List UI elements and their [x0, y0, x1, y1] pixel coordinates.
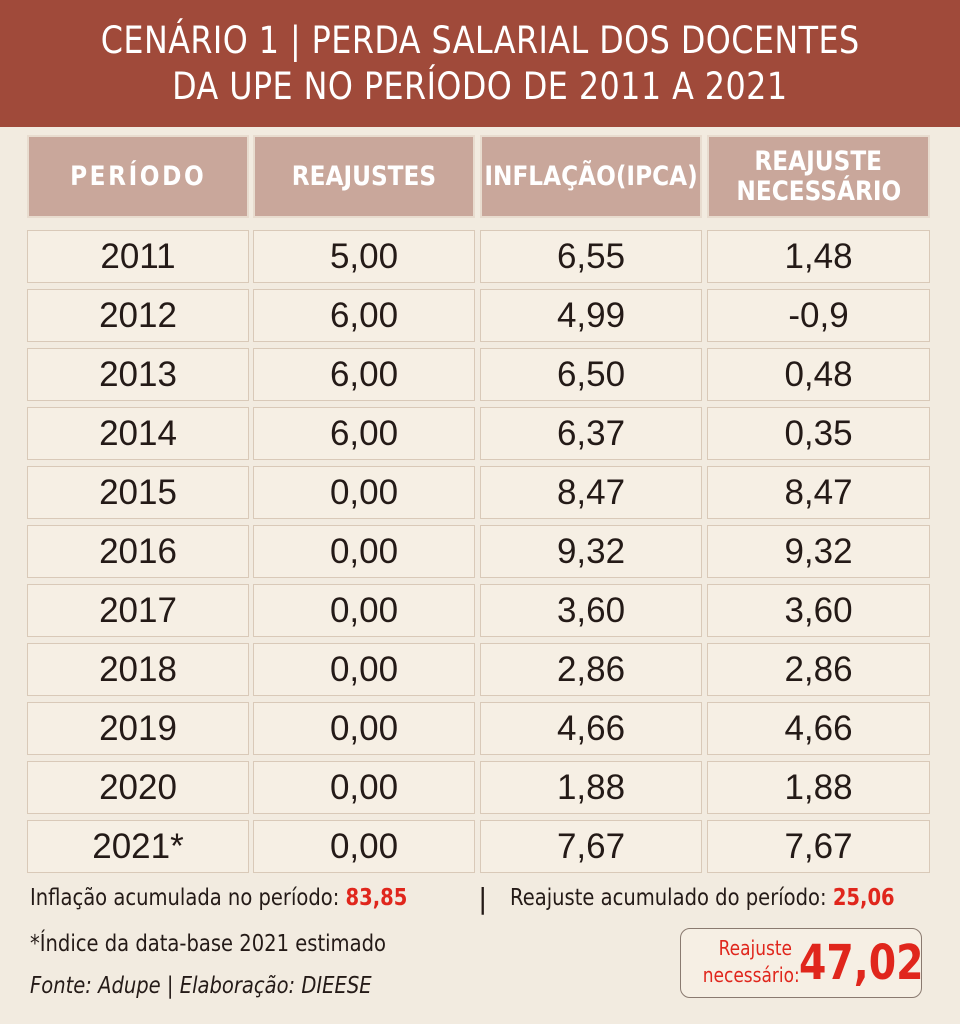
inflation-value: 83,85 — [345, 885, 408, 911]
cell-reajuste-necessario: 7,67 — [707, 820, 930, 873]
cell-periodo: 2015 — [27, 466, 249, 519]
summary-separator: | — [478, 882, 488, 915]
cell-reajuste-necessario: 2,86 — [707, 643, 930, 696]
cell-reajustes: 0,00 — [253, 820, 475, 873]
cell-reajustes: 0,00 — [253, 584, 475, 637]
cell-reajuste-necessario: 4,66 — [707, 702, 930, 755]
cell-reajustes: 0,00 — [253, 643, 475, 696]
cell-reajustes: 0,00 — [253, 761, 475, 814]
footnote: *Índice da data-base 2021 estimado — [30, 931, 386, 957]
cell-inflacao: 8,47 — [480, 466, 702, 519]
cell-reajustes: 0,00 — [253, 702, 475, 755]
cell-reajustes: 5,00 — [253, 230, 475, 283]
cell-reajuste-necessario: 0,48 — [707, 348, 930, 401]
cell-reajuste-necessario: 8,47 — [707, 466, 930, 519]
needed-adjustment-box: Reajuste necessário: 47,02 — [680, 928, 924, 998]
cell-inflacao: 9,32 — [480, 525, 702, 578]
cell-periodo: 2021* — [27, 820, 249, 873]
inflation-label: Inflação acumulada no período: — [30, 885, 340, 911]
title-banner: CENÁRIO 1 | PERDA SALARIAL DOS DOCENTES … — [0, 0, 960, 127]
cell-reajustes: 6,00 — [253, 407, 475, 460]
cell-inflacao: 6,55 — [480, 230, 702, 283]
cell-reajustes: 0,00 — [253, 466, 475, 519]
cell-periodo: 2020 — [27, 761, 249, 814]
cell-inflacao: 6,50 — [480, 348, 702, 401]
cell-reajuste-necessario: 1,88 — [707, 761, 930, 814]
cell-reajustes: 6,00 — [253, 348, 475, 401]
title-line-2: DA UPE NO PERÍODO DE 2011 A 2021 — [172, 64, 788, 108]
cell-periodo: 2017 — [27, 584, 249, 637]
cell-inflacao: 6,37 — [480, 407, 702, 460]
header-periodo: PERÍODO — [27, 135, 249, 218]
cell-inflacao: 4,99 — [480, 289, 702, 342]
source-note: Fonte: Adupe | Elaboração: DIEESE — [30, 973, 372, 999]
adjust-label: Reajuste acumulado do período: — [510, 885, 827, 911]
cell-inflacao: 1,88 — [480, 761, 702, 814]
cell-reajustes: 0,00 — [253, 525, 475, 578]
cell-reajustes: 6,00 — [253, 289, 475, 342]
cell-inflacao: 2,86 — [480, 643, 702, 696]
cell-reajuste-necessario: -0,9 — [707, 289, 930, 342]
inflation-summary: Inflação acumulada no período: 83,85 — [30, 885, 474, 911]
header-reajuste-necessario: REAJUSTE NECESSÁRIO — [707, 135, 930, 218]
adjust-summary: Reajuste acumulado do período: 25,06 — [510, 885, 960, 911]
cell-reajuste-necessario: 9,32 — [707, 525, 930, 578]
cell-periodo: 2014 — [27, 407, 249, 460]
cell-periodo: 2016 — [27, 525, 249, 578]
needed-adjustment-label: Reajuste necessário: — [702, 936, 800, 987]
cell-inflacao: 4,66 — [480, 702, 702, 755]
title-line-1: CENÁRIO 1 | PERDA SALARIAL DOS DOCENTES — [100, 18, 860, 62]
cell-reajuste-necessario: 0,35 — [707, 407, 930, 460]
cell-periodo: 2011 — [27, 230, 249, 283]
cell-inflacao: 7,67 — [480, 820, 702, 873]
cell-inflacao: 3,60 — [480, 584, 702, 637]
header-inflacao: INFLAÇÃO(IPCA) — [480, 135, 702, 218]
adjust-value: 25,06 — [832, 885, 895, 911]
cell-periodo: 2019 — [27, 702, 249, 755]
needed-adjustment-value: 47,02 — [799, 935, 924, 991]
cell-reajuste-necessario: 3,60 — [707, 584, 930, 637]
cell-periodo: 2018 — [27, 643, 249, 696]
cell-reajuste-necessario: 1,48 — [707, 230, 930, 283]
header-reajustes: REAJUSTES — [253, 135, 475, 218]
cell-periodo: 2013 — [27, 348, 249, 401]
cell-periodo: 2012 — [27, 289, 249, 342]
